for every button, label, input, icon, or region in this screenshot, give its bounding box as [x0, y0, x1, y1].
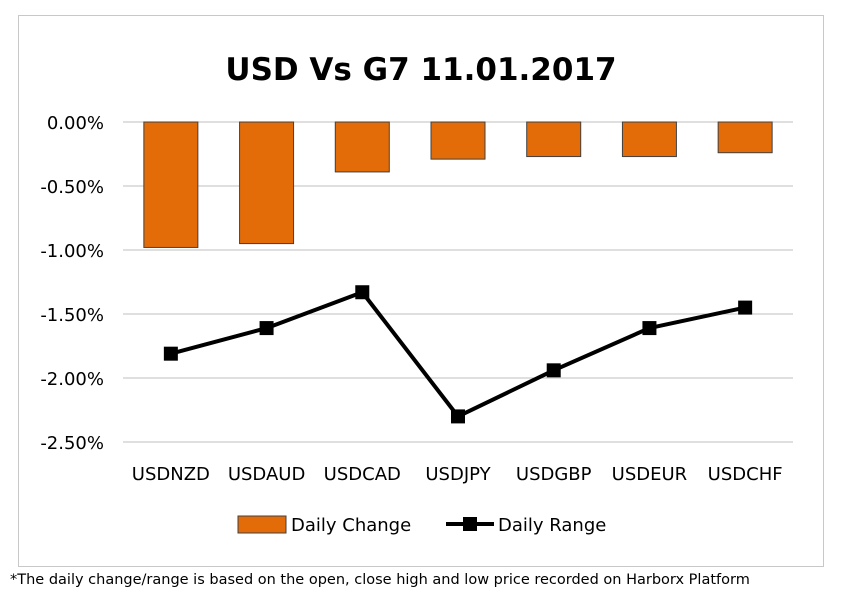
- bar: [239, 121, 295, 245]
- y-tick-label: -2.50%: [40, 433, 104, 454]
- bar: [334, 121, 390, 173]
- line-point: [451, 409, 465, 424]
- x-tick-label: USDCHF: [708, 464, 783, 485]
- x-tick-label: USDJPY: [425, 464, 491, 485]
- line-point: [738, 300, 753, 315]
- line-point: [259, 321, 274, 336]
- legend-label: Daily Change: [291, 515, 411, 536]
- chart-title: USD Vs G7 11.01.2017: [225, 52, 616, 88]
- line-point: [355, 285, 370, 300]
- line-point: [642, 321, 657, 336]
- y-tick-label: -2.00%: [40, 369, 104, 390]
- bar: [717, 121, 773, 154]
- y-tick-label: -0.50%: [40, 177, 104, 198]
- chart-frame: [18, 15, 824, 567]
- legend-swatch-marker: [463, 517, 477, 531]
- line-point: [163, 346, 178, 361]
- bar: [621, 121, 677, 158]
- x-tick-label: USDNZD: [132, 464, 210, 485]
- footnote: *The daily change/range is based on the …: [10, 572, 750, 588]
- x-tick-label: USDAUD: [228, 464, 306, 485]
- x-tick-label: USDEUR: [612, 464, 688, 485]
- bar: [430, 121, 486, 160]
- y-tick-label: 0.00%: [47, 113, 104, 134]
- y-tick-label: -1.50%: [40, 305, 104, 326]
- bar: [526, 121, 582, 158]
- x-tick-label: USDGBP: [516, 464, 592, 485]
- y-tick-label: -1.00%: [40, 241, 104, 262]
- line-point: [546, 363, 561, 378]
- bar: [143, 121, 199, 248]
- x-tick-label: USDCAD: [324, 464, 401, 485]
- chart: USD Vs G7 11.01.2017 0.00% -0.50% -1.00% -1.…: [40, 52, 793, 536]
- legend-swatch-bar: [237, 515, 287, 534]
- series-line: [170, 290, 746, 419]
- legend-label: Daily Range: [498, 515, 606, 536]
